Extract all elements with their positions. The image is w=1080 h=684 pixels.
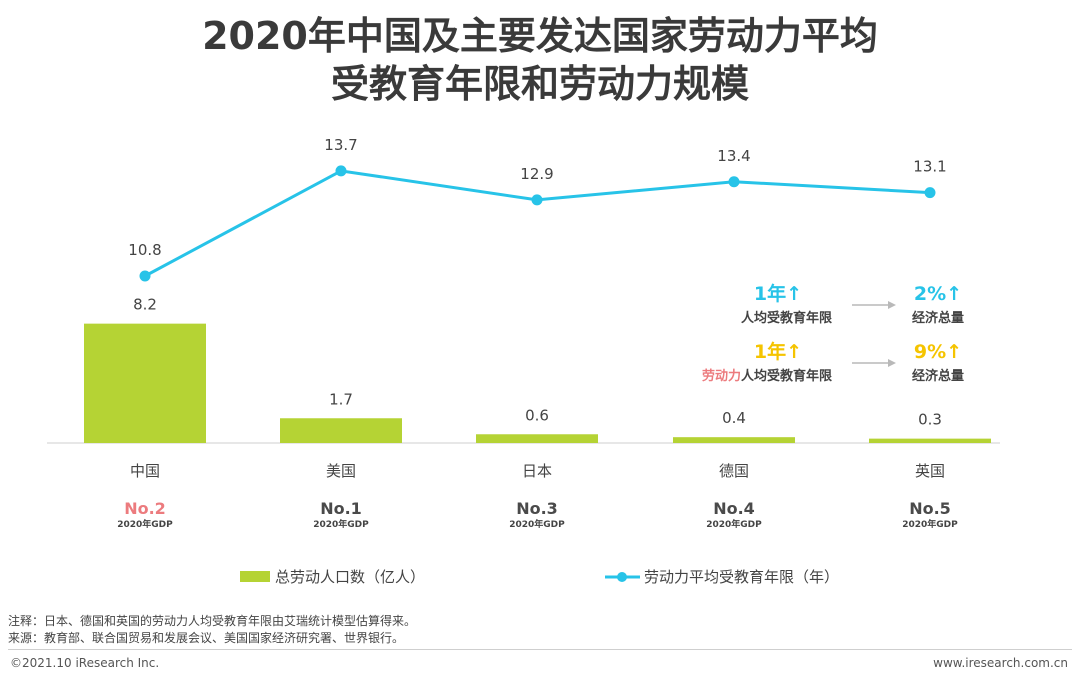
legend-bar-label: 总劳动人口数（亿人） [275, 568, 425, 586]
annotation-value-2: 1年↑ [754, 340, 802, 363]
line-label-3: 12.9 [520, 165, 553, 183]
gdp-rank-5: No.5 [909, 499, 951, 518]
x-tick-label-4: 德国 [719, 462, 749, 480]
title-line-2: 受教育年限和劳动力规模 [330, 62, 749, 106]
annotation-result-2: 9%↑ [914, 341, 962, 363]
bar-label-1: 8.2 [133, 296, 157, 314]
footer-url: www.iresearch.com.cn [933, 656, 1068, 670]
annotation-result-1: 2%↑ [914, 283, 962, 305]
gdp-rank-2: No.1 [320, 499, 362, 518]
x-tick-label-2: 美国 [326, 462, 356, 480]
legend-line-marker [617, 572, 627, 582]
line-label-2: 13.7 [324, 136, 357, 154]
gdp-caption-4: 2020年GDP [706, 518, 762, 530]
bar-5 [869, 438, 991, 443]
gdp-caption-2: 2020年GDP [313, 518, 369, 530]
bar-label-4: 0.4 [722, 409, 746, 427]
chart-source: 来源：教育部、联合国贸易和发展会议、美国国家经济研究署、世界银行。 [8, 631, 405, 645]
annotation-label-text-2: 人均受教育年限 [741, 368, 833, 384]
x-tick-label-3: 日本 [522, 462, 552, 480]
annotation-result-label-2: 经济总量 [912, 368, 964, 384]
bar-label-5: 0.3 [918, 411, 942, 429]
footer-copyright: ©2021.10 iResearch Inc. [10, 656, 160, 670]
gdp-caption-1: 2020年GDP [117, 518, 173, 530]
chart-note: 注释：日本、德国和英国的劳动力人均受教育年限由艾瑞统计模型估算得来。 [8, 614, 417, 628]
annotation-result-label-1: 经济总量 [912, 310, 964, 326]
annotation-label-text-1: 人均受教育年限 [741, 310, 833, 326]
annotation-arrow-head-2 [888, 359, 896, 367]
legend-bar-swatch [240, 571, 270, 582]
legend-line-label: 劳动力平均受教育年限（年） [644, 568, 839, 586]
gdp-caption-5: 2020年GDP [902, 518, 958, 530]
line-point-1 [139, 270, 151, 282]
bar-4 [673, 437, 795, 443]
line-point-2 [335, 165, 347, 177]
line-point-5 [924, 187, 936, 199]
annotation-arrow-head-1 [888, 301, 896, 309]
annotation-prefix-2: 劳动力 [702, 368, 741, 384]
line-point-4 [728, 176, 740, 188]
gdp-rank-4: No.4 [713, 499, 755, 518]
page-title: 2020年中国及主要发达国家劳动力平均 受教育年限和劳动力规模 [0, 12, 1080, 108]
gdp-rank-1: No.2 [124, 499, 166, 518]
title-line-1: 2020年中国及主要发达国家劳动力平均 [202, 14, 878, 58]
line-point-3 [531, 194, 543, 206]
x-tick-label-1: 中国 [130, 462, 160, 480]
annotation-label-1: 人均受教育年限 [741, 310, 833, 326]
bar-2 [280, 418, 402, 443]
bar-1 [84, 323, 206, 443]
line-label-1: 10.8 [128, 241, 161, 259]
education-line [144, 169, 931, 278]
annotation-label-2: 劳动力人均受教育年限 [702, 368, 833, 384]
gdp-caption-3: 2020年GDP [509, 518, 565, 530]
annotation-value-1: 1年↑ [754, 282, 802, 305]
gdp-rank-3: No.3 [516, 499, 558, 518]
bar-label-3: 0.6 [525, 406, 549, 424]
bar-3 [476, 434, 598, 443]
bar-label-2: 1.7 [329, 390, 353, 408]
x-tick-label-5: 英国 [915, 462, 945, 480]
line-label-4: 13.4 [717, 147, 750, 165]
footer-divider [8, 649, 1072, 650]
line-label-5: 13.1 [913, 158, 946, 176]
